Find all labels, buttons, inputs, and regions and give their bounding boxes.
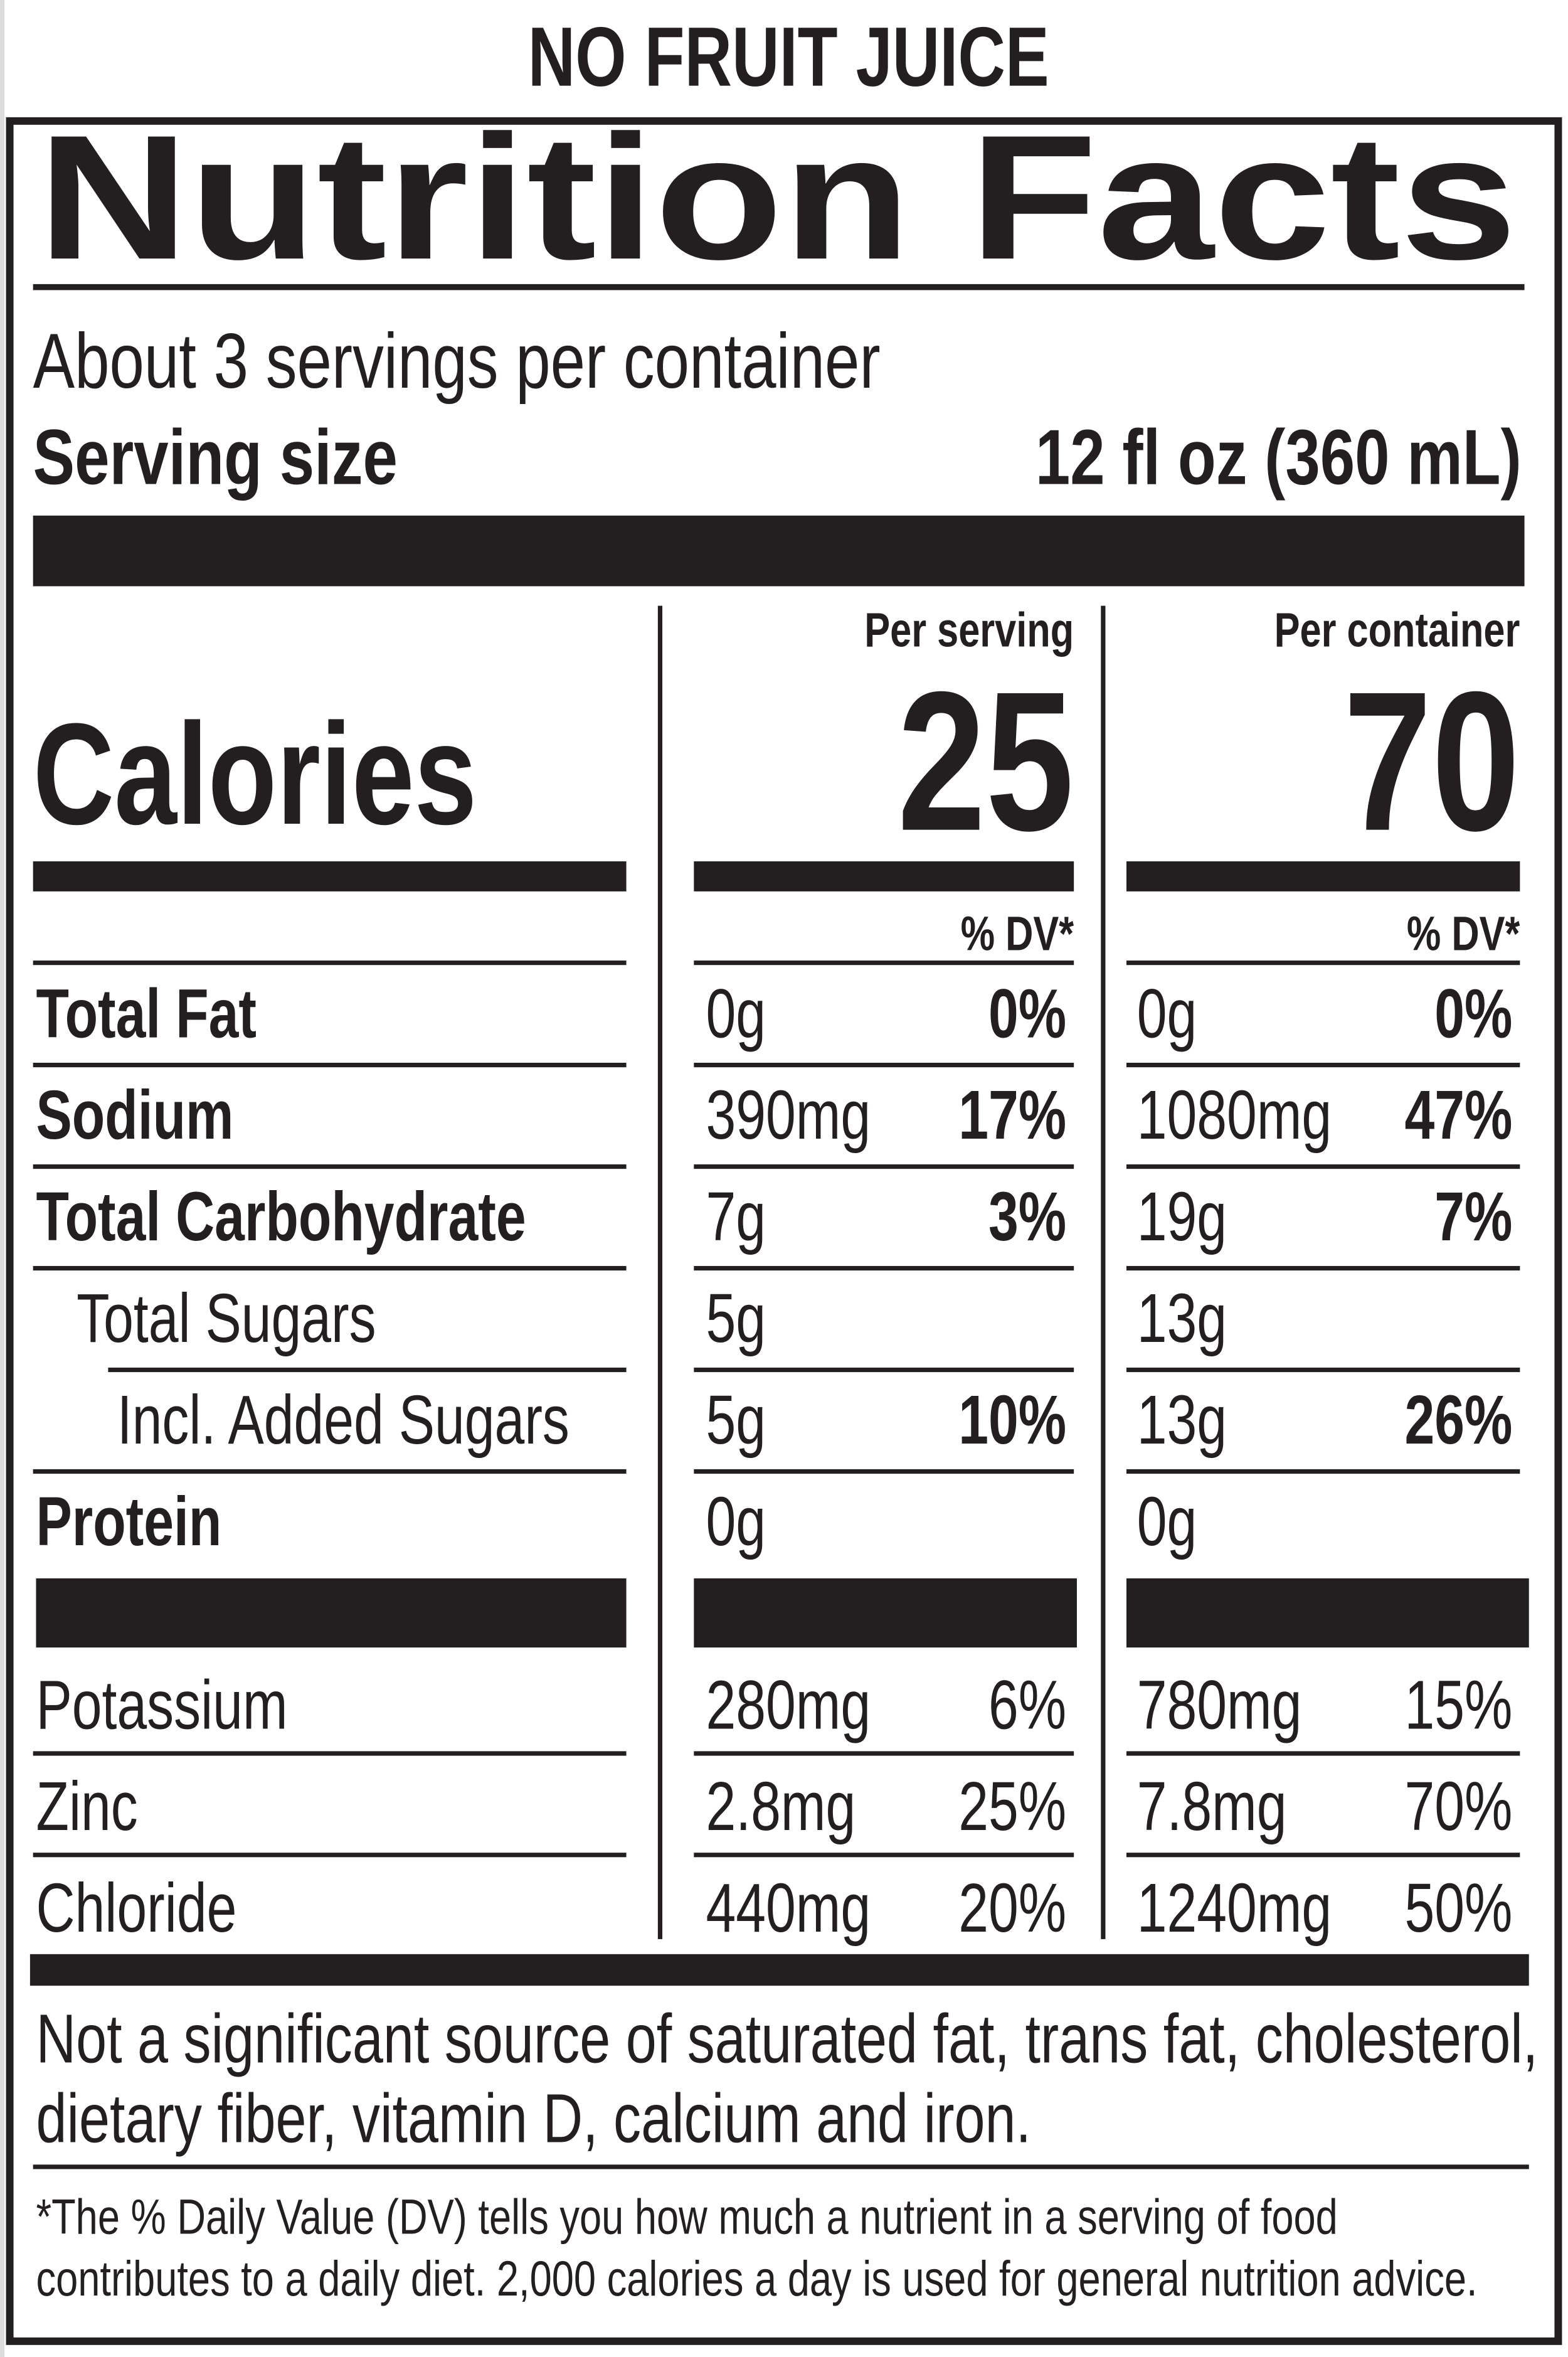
- nutrient-name: Incl. Added Sugars: [117, 1381, 569, 1459]
- column-divider: [657, 605, 663, 1939]
- rule: [694, 1164, 1074, 1169]
- rule: [694, 1469, 1074, 1474]
- label-border: [6, 117, 1562, 2345]
- column-header: Per serving: [864, 603, 1074, 657]
- nutrient-name: Total Fat: [36, 975, 257, 1052]
- rule: [694, 1265, 1074, 1271]
- rule: [1126, 1367, 1520, 1373]
- nutrient-name: Sodium: [36, 1077, 233, 1154]
- calories-value: 25: [898, 651, 1074, 872]
- rule: [694, 1063, 1074, 1068]
- footnote: contributes to a daily diet. 2,000 calor…: [36, 2251, 1477, 2306]
- nutrient-amount: 0g: [1137, 975, 1197, 1052]
- nutrient-amount: 13g: [1137, 1381, 1227, 1459]
- rule: [33, 284, 1525, 290]
- rule: [108, 1367, 627, 1373]
- thick-bar: [694, 1578, 1077, 1648]
- nutrient-amount: 1080mg: [1137, 1077, 1332, 1154]
- thick-bar: [29, 1954, 1529, 1986]
- medium-bar: [1126, 861, 1520, 891]
- nutrient-name: Total Sugars: [77, 1280, 376, 1357]
- thick-bar: [33, 515, 1525, 587]
- column-header: Per container: [1274, 603, 1520, 657]
- rule: [33, 1265, 627, 1271]
- nutrient-amount: 0g: [706, 1483, 766, 1560]
- mineral-dv: 50%: [1404, 1870, 1512, 1947]
- rule: [33, 960, 627, 966]
- mineral-amount: 780mg: [1137, 1666, 1302, 1743]
- nutrient-dv: 0%: [988, 975, 1066, 1052]
- nutrient-dv: 26%: [1404, 1381, 1512, 1459]
- rule: [694, 1367, 1074, 1373]
- nutrient-amount: 0g: [1137, 1483, 1197, 1560]
- mineral-amount: 7.8mg: [1137, 1768, 1287, 1845]
- nutrient-amount: 13g: [1137, 1280, 1227, 1357]
- not-significant: Not a significant source of saturated fa…: [36, 2001, 1538, 2078]
- rule: [1126, 1751, 1520, 1756]
- rule: [694, 960, 1074, 966]
- mineral-amount: 1240mg: [1137, 1870, 1332, 1947]
- mineral-amount: 280mg: [706, 1666, 871, 1743]
- rule: [1126, 960, 1520, 966]
- nutrient-dv: 3%: [988, 1178, 1066, 1255]
- not-significant: dietary fiber, vitamin D, calcium and ir…: [36, 2080, 1031, 2157]
- dv-header: % DV*: [1407, 907, 1520, 960]
- thick-bar: [36, 1578, 627, 1648]
- nutrient-amount: 5g: [706, 1381, 766, 1459]
- rule: [694, 1853, 1074, 1858]
- servings: About 3 servings per container: [33, 317, 881, 405]
- rule: [1126, 1265, 1520, 1271]
- rule: [1126, 1164, 1520, 1169]
- nutrient-dv: 10%: [958, 1381, 1066, 1459]
- mineral-dv: 25%: [958, 1768, 1066, 1845]
- serving-size: 12 fl oz (360 mL): [1036, 413, 1522, 501]
- calories-value: 70: [1343, 651, 1520, 872]
- nutrient-dv: 7%: [1434, 1178, 1512, 1255]
- rule: [1126, 1469, 1520, 1474]
- title: Nutrition Facts: [38, 98, 1517, 296]
- rule: [694, 1751, 1074, 1756]
- nutrient-amount: 390mg: [706, 1077, 871, 1154]
- rule: [33, 1853, 627, 1858]
- rule: [33, 1751, 627, 1756]
- mineral-dv: 6%: [988, 1666, 1066, 1743]
- mineral-dv: 20%: [958, 1870, 1066, 1947]
- rule: [1126, 1853, 1520, 1858]
- rule: [33, 1063, 627, 1068]
- header: NO FRUIT JUICE: [528, 10, 1049, 104]
- mineral-amount: 2.8mg: [706, 1768, 856, 1845]
- nutrient-dv: 0%: [1434, 975, 1512, 1052]
- rules: [29, 284, 1529, 2169]
- footnote: *The % Daily Value (DV) tells you how mu…: [36, 2189, 1337, 2245]
- edge: [0, 0, 5, 2357]
- medium-bar: [694, 861, 1074, 891]
- rule: [33, 2164, 1529, 2169]
- nutrient-amount: 7g: [706, 1178, 766, 1255]
- rule: [33, 1469, 627, 1474]
- nutrient-dv: 17%: [958, 1077, 1066, 1154]
- nutrient-amount: 0g: [706, 975, 766, 1052]
- dv-header: % DV*: [961, 907, 1074, 960]
- serving-size-label: Serving size: [33, 413, 398, 501]
- column-divider: [1101, 605, 1106, 1939]
- mineral-dv: 70%: [1404, 1768, 1512, 1845]
- rule: [1126, 1063, 1520, 1068]
- nutrient-name: Total Carbohydrate: [36, 1178, 526, 1255]
- rule: [33, 1164, 627, 1169]
- mineral-dv: 15%: [1404, 1666, 1512, 1743]
- mineral-name: Chloride: [36, 1870, 236, 1947]
- calories-label: Calories: [33, 693, 477, 854]
- thick-bar: [1126, 1578, 1529, 1648]
- nutrient-name: Protein: [36, 1483, 221, 1560]
- nutrient-amount: 5g: [706, 1280, 766, 1357]
- mineral-name: Zinc: [36, 1768, 137, 1845]
- nutrient-dv: 47%: [1404, 1077, 1512, 1154]
- mineral-name: Potassium: [36, 1666, 287, 1743]
- medium-bar: [33, 861, 627, 891]
- nutrient-amount: 19g: [1137, 1178, 1227, 1255]
- mineral-amount: 440mg: [706, 1870, 871, 1947]
